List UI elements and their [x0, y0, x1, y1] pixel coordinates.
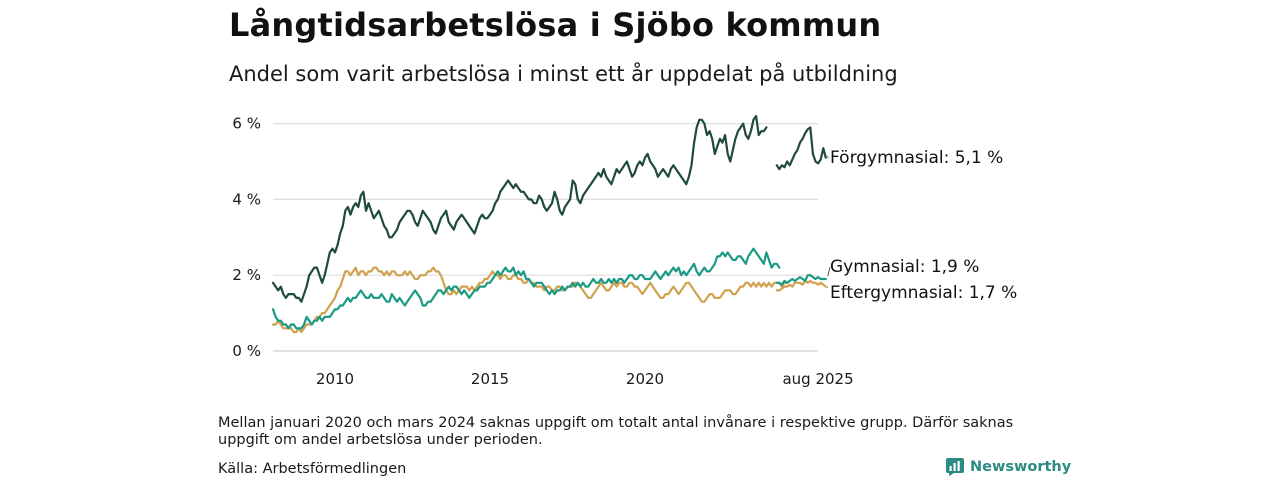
- series-label-gymnasial: Gymnasial: 1,9 %: [830, 257, 979, 277]
- x-tick-label: 2010: [316, 370, 354, 388]
- x-tick-label: aug 2025: [782, 370, 853, 388]
- y-axis-ticks: 0 % 2 % 4 % 6 %: [232, 115, 261, 360]
- series-lines: [271, 114, 827, 334]
- newsworthy-icon: [946, 458, 964, 476]
- series-labels: Förgymnasial: 5,1 % Gymnasial: 1,9 % Efter…: [826, 148, 1017, 303]
- source-text: Källa: Arbetsförmedlingen: [218, 461, 407, 477]
- x-tick-label: 2015: [471, 370, 509, 388]
- y-tick-label: 2 %: [232, 266, 261, 284]
- series-line-eftergymnasial: [775, 279, 827, 292]
- series-label-förgymnasial: Förgymnasial: 5,1 %: [830, 148, 1003, 168]
- x-axis-ticks: 2010 2015 2020 aug 2025: [316, 370, 854, 388]
- chart-subtitle: Andel som varit arbetslösa i minst ett å…: [229, 62, 898, 86]
- series-line-förgymnasial: [271, 114, 768, 303]
- brand-logo: Newsworthy: [946, 458, 1071, 476]
- y-tick-label: 0 %: [232, 342, 261, 360]
- footnote: Mellan januari 2020 och mars 2024 saknas…: [218, 415, 1014, 448]
- leader-line: [826, 155, 830, 159]
- gridlines: [273, 122, 818, 352]
- line-chart: 0 % 2 % 4 % 6 % 2010 2015 2020 aug 2025 Förgym…: [232, 114, 1017, 388]
- series-line-gymnasial: [271, 247, 781, 330]
- chart-title: Långtidsarbetslösa i Sjöbo kommun: [229, 6, 882, 44]
- y-tick-label: 4 %: [232, 190, 261, 208]
- series-line-förgymnasial: [775, 126, 827, 171]
- leader-line: [827, 266, 831, 277]
- y-tick-label: 6 %: [232, 115, 261, 133]
- x-tick-label: 2020: [626, 370, 664, 388]
- brand-name: Newsworthy: [970, 459, 1072, 475]
- leader-line: [826, 286, 829, 288]
- series-label-eftergymnasial: Eftergymnasial: 1,7 %: [830, 283, 1017, 303]
- series-line-gymnasial: [775, 274, 827, 286]
